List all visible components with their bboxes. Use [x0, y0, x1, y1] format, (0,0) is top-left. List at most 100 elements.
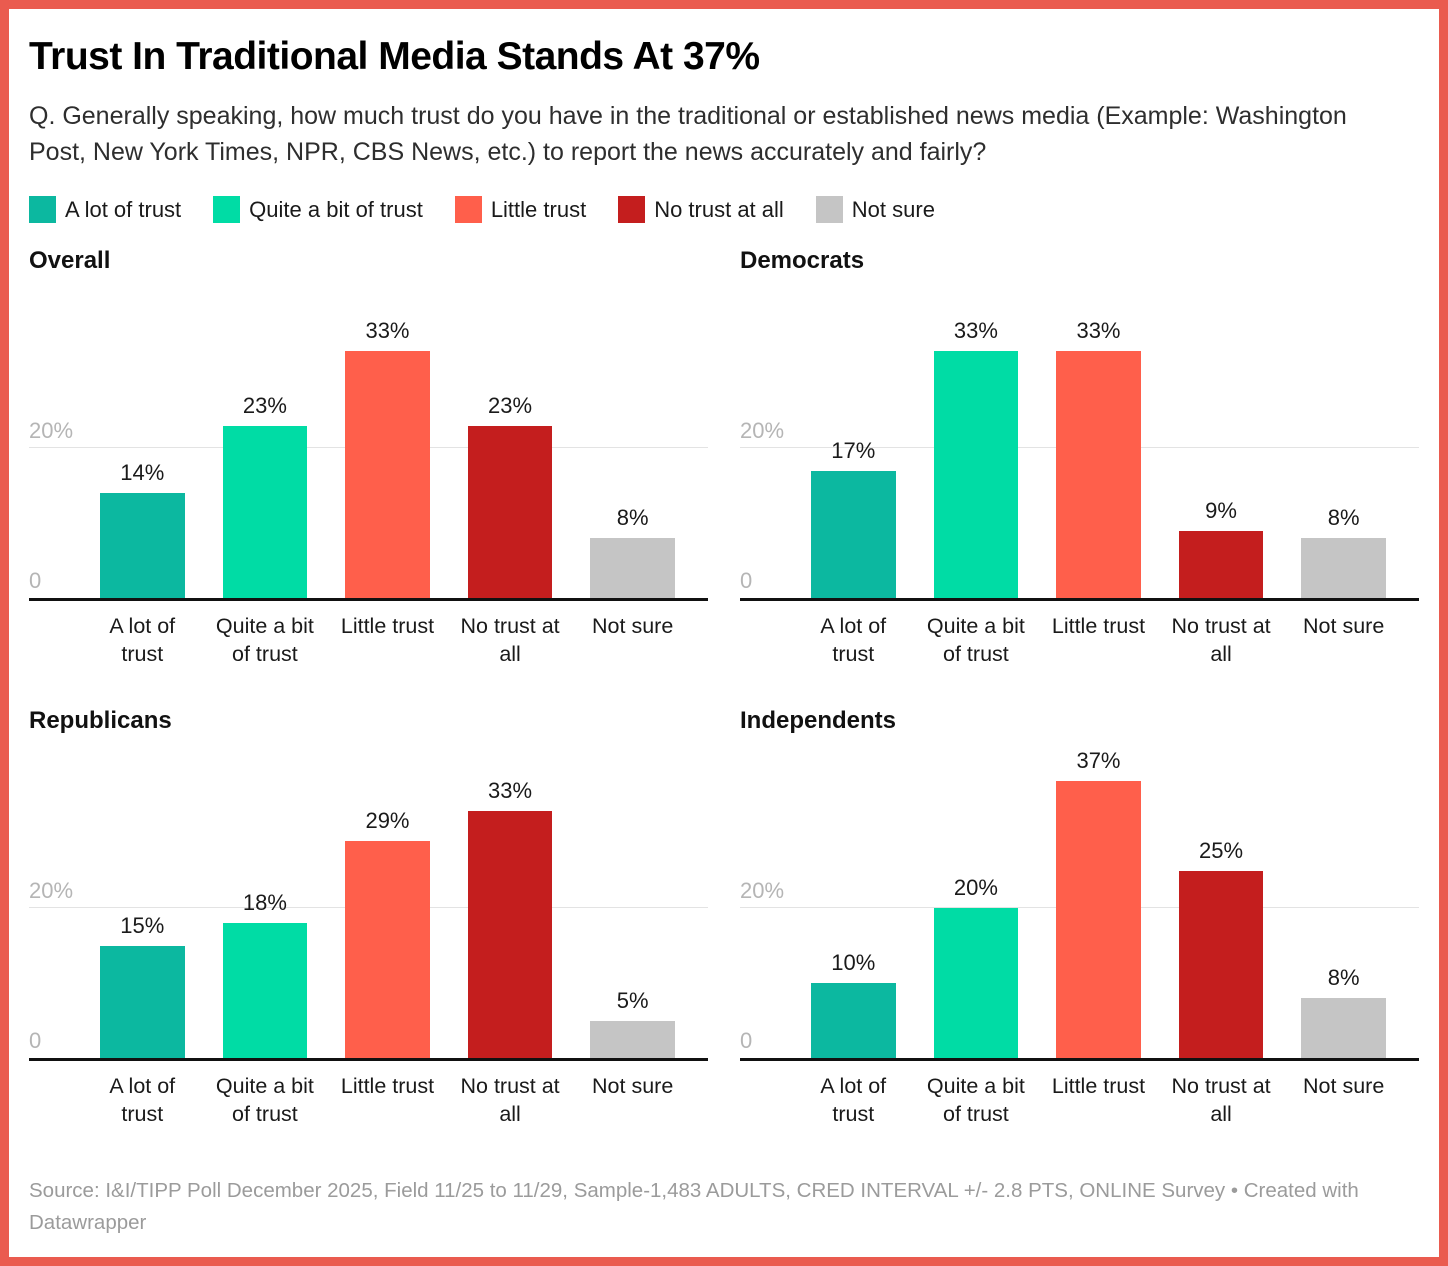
x-axis-label-little-trust: Little trust	[340, 614, 435, 638]
bars-row: 14% 23% 33% 23% 8%	[29, 289, 708, 598]
bar-republicans-a-lot-of-trust	[100, 945, 185, 1058]
bar-democrats-no-trust-at-all	[1178, 530, 1264, 598]
x-axis-label-quite-a-bit-of-trust: Quite a bit of trust	[926, 1074, 1025, 1126]
y-tick-label-20: 20%	[740, 878, 785, 903]
legend-item-a-lot-of-trust: A lot of trust	[29, 196, 181, 223]
x-axis-label-little-trust: Little trust	[340, 1074, 435, 1098]
x-axis-labels: A lot of trust Quite a bit of trust Little…	[29, 613, 708, 675]
bar-cell-quite-a-bit-of-trust: 23%	[222, 393, 308, 598]
bar-independents-quite-a-bit-of-trust	[933, 908, 1019, 1058]
bars-row: 17% 33% 33% 9% 8%	[740, 289, 1419, 598]
legend-label: Little trust	[490, 196, 587, 222]
bar-cell-quite-a-bit-of-trust: 18%	[222, 890, 308, 1058]
bar-cell-quite-a-bit-of-trust: 20%	[933, 875, 1019, 1058]
y-tick-label-0: 0	[29, 1028, 42, 1053]
bar-value-label: 18%	[242, 890, 287, 915]
x-axis-label-not-sure: Not sure	[1303, 614, 1385, 638]
x-axis-label-a-lot-of-trust: A lot of trust	[820, 1074, 887, 1126]
legend-swatch-icon	[29, 196, 56, 223]
bars-row: 15% 18% 29% 33% 5%	[29, 749, 708, 1058]
x-axis-label-not-sure: Not sure	[1303, 1074, 1385, 1098]
bar-value-label: 17%	[831, 437, 876, 463]
x-axis-label-not-sure: Not sure	[592, 1074, 674, 1098]
bar-republicans-quite-a-bit-of-trust	[222, 923, 308, 1058]
bar-independents-a-lot-of-trust	[811, 983, 896, 1058]
bar-value-label: 33%	[953, 317, 998, 343]
panel-independents: Independents 20% 0 10% 20% 37% 25% 8% A lot of t…	[740, 707, 1419, 1135]
legend-label: No trust at all	[654, 196, 784, 222]
bar-cell-a-lot-of-trust: 15%	[100, 912, 185, 1058]
bar-overall-no-trust-at-all	[467, 425, 553, 598]
bar-value-label: 5%	[616, 987, 649, 1013]
bar-value-label: 9%	[1205, 497, 1237, 523]
x-axis-label-a-lot-of-trust: A lot of trust	[820, 614, 887, 666]
bar-cell-a-lot-of-trust: 17%	[811, 437, 896, 598]
bar-value-label: 25%	[1199, 837, 1244, 863]
plot-area-democrats: 20% 0 17% 33% 33% 9% 8%	[740, 289, 1419, 601]
y-tick-label-20: 20%	[29, 878, 74, 903]
bar-value-label: 29%	[365, 807, 410, 833]
x-axis-label-no-trust-at-all: No trust at all	[1171, 614, 1271, 666]
legend-label: Not sure	[851, 196, 935, 222]
legend-item-not-sure: Not sure	[815, 196, 935, 223]
legend-label: Quite a bit of trust	[249, 196, 423, 222]
bar-independents-no-trust-at-all	[1178, 870, 1264, 1058]
legend-swatch-icon	[618, 196, 646, 223]
legend-swatch-icon	[454, 196, 482, 223]
bar-cell-not-sure: 8%	[590, 505, 675, 598]
bar-value-label: 20%	[953, 875, 998, 900]
y-tick-label-20: 20%	[29, 418, 74, 443]
panel-title-independents: Independents	[740, 707, 897, 734]
plot-area-republicans: 20% 0 15% 18% 29% 33% 5%	[29, 749, 708, 1061]
bar-democrats-quite-a-bit-of-trust	[933, 350, 1019, 598]
panel-title-democrats: Democrats	[740, 247, 865, 274]
bar-cell-a-lot-of-trust: 14%	[100, 460, 185, 598]
bar-cell-little-trust: 29%	[345, 807, 430, 1058]
bar-cell-no-trust-at-all: 23%	[467, 392, 553, 598]
bar-cell-little-trust: 33%	[345, 317, 430, 598]
legend-swatch-icon	[213, 196, 241, 223]
legend-item-no-trust-at-all: No trust at all	[618, 196, 784, 223]
panel-title-republicans: Republicans	[29, 707, 172, 734]
bar-value-label: 15%	[120, 912, 165, 938]
bar-overall-little-trust	[345, 350, 430, 598]
bar-value-label: 8%	[1327, 965, 1360, 990]
charts-grid: Overall 20% 0 14% 23% 33% 23% 8% A lot of trust Q…	[29, 247, 1419, 1135]
bars-row: 10% 20% 37% 25% 8%	[740, 748, 1419, 1058]
x-axis-label-a-lot-of-trust: A lot of trust	[109, 614, 176, 666]
bar-value-label: 33%	[365, 317, 410, 343]
x-axis-label-little-trust: Little trust	[1051, 1074, 1146, 1098]
bar-democrats-little-trust	[1056, 350, 1141, 598]
bar-cell-no-trust-at-all: 33%	[467, 777, 553, 1058]
bar-democrats-not-sure	[1301, 538, 1386, 598]
bar-cell-no-trust-at-all: 25%	[1178, 837, 1264, 1058]
bar-republicans-little-trust	[345, 840, 430, 1058]
x-axis-label-quite-a-bit-of-trust: Quite a bit of trust	[215, 1074, 314, 1126]
x-axis-label-little-trust: Little trust	[1051, 614, 1146, 638]
legend-item-quite-a-bit-of-trust: Quite a bit of trust	[213, 196, 423, 223]
bar-cell-quite-a-bit-of-trust: 33%	[933, 317, 1019, 598]
source-note: Source: I&I/TIPP Poll December 2025, Fie…	[29, 1179, 1359, 1234]
bar-value-label: 8%	[616, 505, 649, 530]
bar-value-label: 33%	[488, 777, 533, 803]
page-title: Trust In Traditional Media Stands At 37%	[29, 35, 760, 78]
bar-value-label: 10%	[831, 950, 876, 975]
bar-independents-not-sure	[1301, 998, 1386, 1058]
bar-cell-little-trust: 37%	[1056, 748, 1141, 1058]
x-axis-label-no-trust-at-all: No trust at all	[460, 614, 560, 666]
bar-overall-not-sure	[590, 538, 675, 598]
panel-republicans: Republicans 20% 0 15% 18% 29% 33% 5% A lot of tr…	[29, 707, 708, 1135]
x-axis-labels: A lot of trust Quite a bit of trust Little…	[29, 1073, 708, 1135]
bar-cell-not-sure: 5%	[590, 987, 675, 1058]
bar-democrats-a-lot-of-trust	[811, 470, 896, 598]
plot-area-overall: 20% 0 14% 23% 33% 23% 8%	[29, 289, 708, 601]
plot-area-independents: 20% 0 10% 20% 37% 25% 8%	[740, 748, 1419, 1061]
panel-democrats: Democrats 20% 0 17% 33% 33% 9% 8% A lot of trust…	[740, 247, 1419, 675]
bar-value-label: 23%	[488, 392, 533, 418]
bar-value-label: 14%	[120, 460, 165, 485]
x-axis-label-quite-a-bit-of-trust: Quite a bit of trust	[215, 614, 314, 666]
bar-cell-a-lot-of-trust: 10%	[811, 950, 896, 1058]
bar-cell-not-sure: 8%	[1301, 965, 1386, 1058]
x-axis-label-not-sure: Not sure	[592, 614, 674, 638]
y-tick-label-20: 20%	[740, 418, 785, 443]
